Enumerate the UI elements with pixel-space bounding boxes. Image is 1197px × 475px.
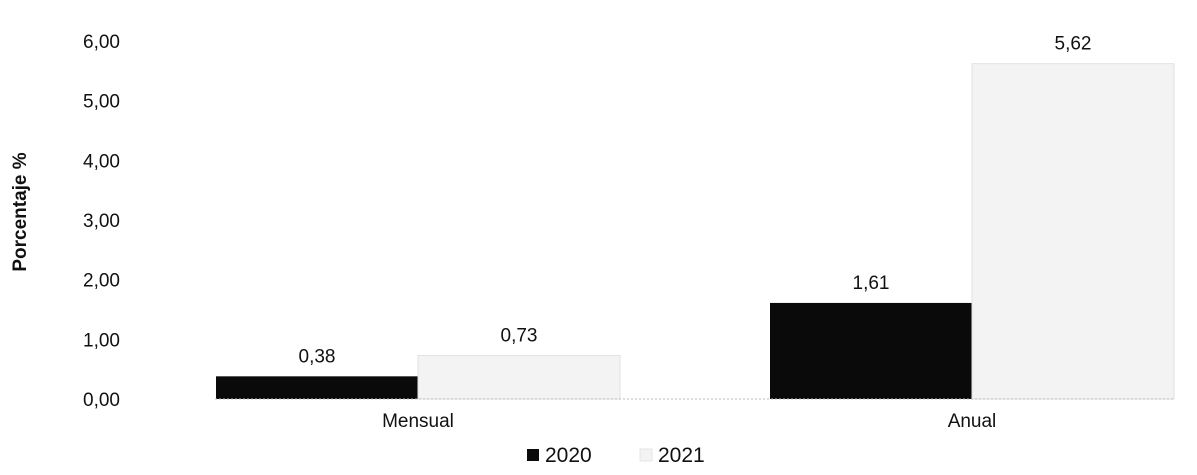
y-tick-label: 0,00 xyxy=(83,390,120,411)
data-label-2021-mensual: 0,73 xyxy=(501,325,538,346)
data-labels: 0,38 0,73 1,61 5,62 xyxy=(299,34,1092,368)
y-tick-label: 4,00 xyxy=(83,151,120,172)
bar-2020-anual xyxy=(770,302,972,399)
y-tick-label: 6,00 xyxy=(83,32,120,53)
legend-label-2020: 2020 xyxy=(545,444,592,467)
y-tick-label: 1,00 xyxy=(83,330,120,351)
data-label-2020-anual: 1,61 xyxy=(853,273,890,294)
legend-label-2021: 2021 xyxy=(658,444,705,467)
data-label-2020-mensual: 0,38 xyxy=(299,346,336,367)
y-axis-title: Porcentaje % xyxy=(10,152,31,271)
bar-2020-mensual xyxy=(216,376,418,399)
y-axis-ticks: 0,00 1,00 2,00 3,00 4,00 5,00 6,00 xyxy=(83,32,120,411)
legend-swatch-2021 xyxy=(639,448,653,462)
bar-2021-mensual xyxy=(417,354,621,400)
y-tick-label: 3,00 xyxy=(83,211,120,232)
bar-2021-anual xyxy=(971,63,1175,400)
category-label-anual: Anual xyxy=(948,411,997,432)
legend-swatch-2020 xyxy=(527,449,539,461)
category-labels: Mensual Anual xyxy=(382,411,996,432)
y-tick-label: 5,00 xyxy=(83,92,120,113)
category-label-mensual: Mensual xyxy=(382,411,454,432)
legend: 2020 2021 xyxy=(527,444,705,467)
y-tick-label: 2,00 xyxy=(83,271,120,292)
bars xyxy=(216,63,1175,400)
data-label-2021-anual: 5,62 xyxy=(1055,34,1092,55)
